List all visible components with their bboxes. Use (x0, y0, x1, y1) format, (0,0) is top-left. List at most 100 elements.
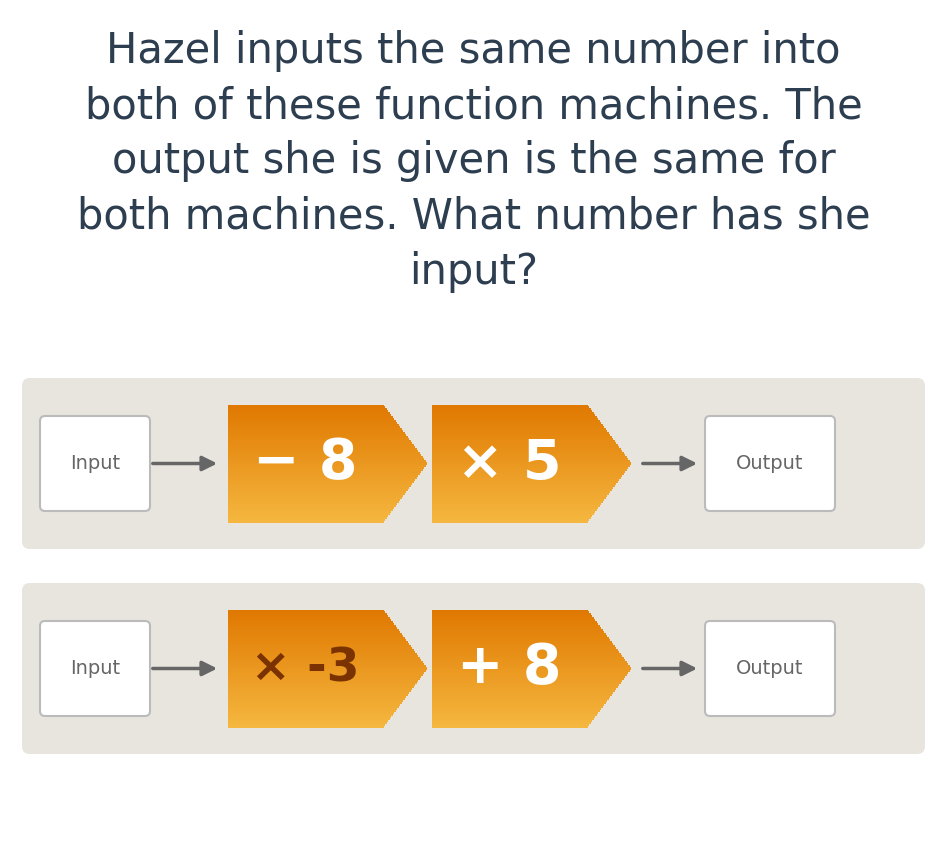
Polygon shape (432, 657, 624, 659)
Polygon shape (228, 710, 396, 711)
Polygon shape (432, 688, 616, 690)
Polygon shape (432, 440, 615, 442)
Polygon shape (432, 627, 601, 629)
Polygon shape (432, 700, 607, 702)
Polygon shape (432, 621, 597, 623)
Polygon shape (432, 410, 593, 413)
Polygon shape (228, 436, 408, 438)
Polygon shape (432, 446, 619, 448)
Polygon shape (432, 489, 612, 491)
Polygon shape (432, 517, 591, 518)
Polygon shape (228, 654, 419, 657)
Polygon shape (432, 651, 619, 653)
Polygon shape (432, 702, 606, 704)
Polygon shape (228, 410, 388, 413)
Polygon shape (228, 677, 421, 678)
Polygon shape (228, 464, 427, 465)
Polygon shape (228, 495, 403, 497)
Polygon shape (228, 426, 401, 428)
Polygon shape (228, 684, 416, 686)
Polygon shape (228, 678, 420, 680)
Polygon shape (228, 688, 412, 690)
Polygon shape (432, 635, 607, 637)
Polygon shape (432, 711, 599, 714)
Polygon shape (228, 458, 424, 460)
Polygon shape (432, 497, 606, 499)
Polygon shape (228, 692, 409, 694)
Polygon shape (228, 501, 399, 503)
Polygon shape (432, 678, 624, 680)
Polygon shape (432, 436, 612, 438)
Polygon shape (432, 648, 617, 651)
Polygon shape (432, 641, 612, 643)
Polygon shape (228, 720, 388, 722)
Polygon shape (228, 635, 403, 637)
Polygon shape (432, 659, 625, 660)
Polygon shape (228, 448, 417, 449)
Polygon shape (228, 657, 420, 659)
Polygon shape (432, 483, 616, 485)
Polygon shape (228, 700, 403, 702)
Polygon shape (228, 672, 424, 674)
Polygon shape (432, 696, 610, 698)
Polygon shape (432, 512, 594, 515)
Polygon shape (228, 631, 401, 633)
Polygon shape (228, 491, 406, 493)
Polygon shape (432, 442, 616, 444)
Polygon shape (228, 430, 403, 432)
Polygon shape (432, 674, 627, 677)
Polygon shape (228, 702, 402, 704)
Polygon shape (432, 493, 609, 495)
Polygon shape (432, 509, 597, 511)
Polygon shape (228, 651, 416, 653)
Polygon shape (432, 481, 617, 483)
Polygon shape (432, 723, 589, 726)
Polygon shape (432, 692, 614, 694)
Polygon shape (432, 499, 604, 501)
Polygon shape (432, 452, 624, 454)
Polygon shape (432, 458, 628, 460)
Polygon shape (432, 631, 604, 633)
Polygon shape (228, 615, 388, 617)
Polygon shape (228, 483, 412, 485)
Polygon shape (432, 414, 596, 416)
Polygon shape (228, 696, 406, 698)
Polygon shape (432, 698, 609, 700)
Polygon shape (228, 686, 414, 688)
Polygon shape (432, 612, 589, 614)
Text: Hazel inputs the same number into
both of these function machines. The
output sh: Hazel inputs the same number into both o… (77, 30, 870, 293)
Polygon shape (432, 660, 627, 663)
Polygon shape (432, 518, 589, 521)
Polygon shape (228, 648, 414, 651)
Polygon shape (432, 625, 599, 627)
Polygon shape (228, 467, 424, 470)
Polygon shape (228, 515, 388, 517)
Polygon shape (228, 633, 402, 635)
Polygon shape (228, 643, 409, 645)
Polygon shape (432, 434, 610, 436)
Polygon shape (228, 722, 387, 723)
Polygon shape (228, 517, 387, 518)
Polygon shape (432, 407, 589, 408)
Polygon shape (432, 473, 624, 476)
Polygon shape (228, 485, 411, 487)
Polygon shape (432, 476, 622, 477)
Polygon shape (228, 503, 398, 505)
Text: Output: Output (736, 454, 804, 473)
Polygon shape (432, 464, 632, 465)
Polygon shape (432, 677, 625, 678)
Polygon shape (228, 465, 426, 467)
Polygon shape (228, 660, 422, 663)
Polygon shape (432, 420, 599, 422)
Text: Input: Input (70, 454, 120, 473)
Polygon shape (228, 408, 387, 410)
FancyBboxPatch shape (22, 583, 925, 754)
Polygon shape (228, 497, 402, 499)
FancyBboxPatch shape (22, 378, 925, 549)
Polygon shape (228, 404, 384, 407)
Polygon shape (432, 424, 603, 426)
Polygon shape (228, 690, 411, 692)
Polygon shape (228, 442, 412, 444)
FancyBboxPatch shape (40, 416, 150, 511)
Polygon shape (432, 683, 621, 684)
